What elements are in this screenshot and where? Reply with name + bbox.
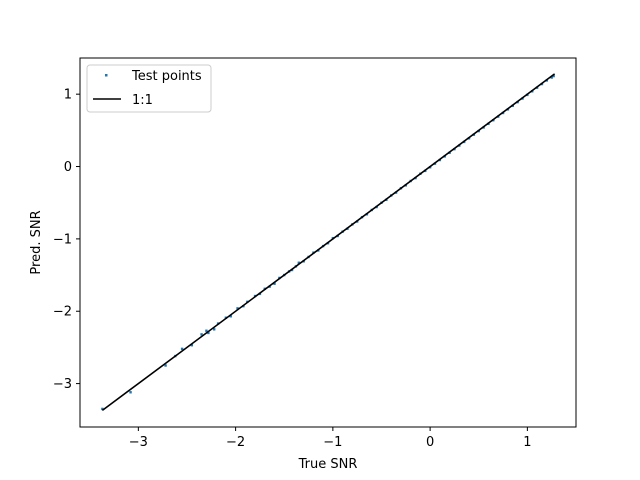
x-axis-label: True SNR [298,457,358,472]
data-point [101,407,104,411]
data-point [552,74,555,78]
data-point [236,307,239,310]
y-tick-label: −1 [53,232,72,247]
data-point [229,315,232,318]
legend-box [86,64,212,113]
data-point [129,391,132,394]
data-point [164,364,167,367]
y-tick-label: 1 [64,88,72,103]
x-tick-label: −2 [226,435,245,450]
x-tick-label: −1 [323,435,342,450]
one-to-one-line [101,73,556,412]
data-point [180,347,184,351]
x-tick-label: 1 [523,435,531,450]
axis-ticks: −3 −2 −1 0 1 −3 −2 −1 0 1 [53,88,532,450]
data-point [550,76,553,79]
y-tick-label: −3 [53,377,72,392]
data-point [207,331,210,335]
axes-frame [79,57,577,428]
data-point [200,333,203,336]
y-axis-label: Pred. SNR [29,210,44,274]
data-point [273,282,276,285]
data-point [205,329,208,332]
y-tick-label: −2 [53,305,72,320]
data-point [297,261,301,264]
x-tick-label: −3 [129,435,148,450]
legend: Test points 1:1 [86,64,212,113]
legend-marker-test-points [105,74,108,77]
legend-label-one-to-one: 1:1 [132,93,153,108]
legend-label-test-points: Test points [131,69,202,84]
data-point [213,328,216,331]
data-point [190,344,194,347]
plot-area [101,73,556,412]
y-tick-label: 0 [64,160,72,175]
x-tick-label: 0 [426,435,434,450]
